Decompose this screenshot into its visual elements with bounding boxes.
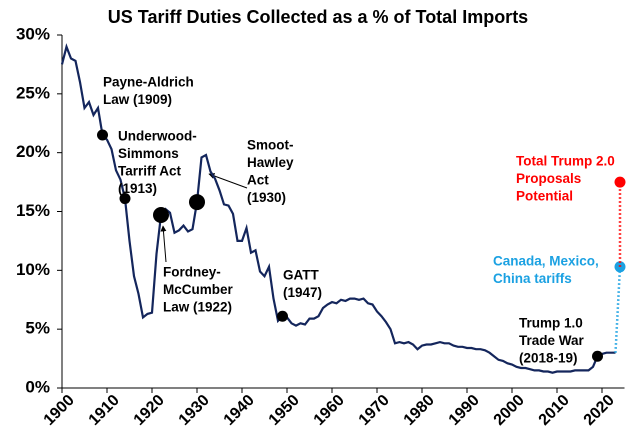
annotation-label: Tarriff Act bbox=[118, 164, 182, 179]
annotation-label: (1913) bbox=[118, 181, 157, 196]
projection-label: China tariffs bbox=[493, 271, 572, 286]
annotation-label: Trade War bbox=[519, 333, 585, 348]
annotation-label: (1930) bbox=[247, 190, 286, 205]
projection-line bbox=[614, 266, 622, 353]
projection-dot bbox=[614, 176, 626, 188]
y-tick-label: 15% bbox=[16, 201, 50, 220]
x-tick-label: 1950 bbox=[266, 392, 303, 429]
y-tick-label: 0% bbox=[25, 377, 50, 396]
x-tick-label: 2010 bbox=[536, 392, 573, 429]
annotation-dot bbox=[592, 350, 603, 362]
projection-label: Potential bbox=[516, 189, 573, 204]
y-tick-label: 20% bbox=[16, 142, 50, 161]
arrow bbox=[208, 173, 248, 189]
annotation-label: Underwood- bbox=[118, 129, 197, 144]
annotation-label: GATT bbox=[283, 268, 319, 283]
annotation-label: McCumber bbox=[163, 282, 234, 297]
chart-title: US Tariff Duties Collected as a % of Tot… bbox=[108, 7, 528, 27]
annotation-dot bbox=[97, 129, 108, 141]
projection-label: Canada, Mexico, bbox=[493, 254, 599, 269]
x-tick-label: 1910 bbox=[86, 392, 123, 429]
x-tick-label: 1960 bbox=[311, 392, 348, 429]
annotation-label: Simmons bbox=[118, 146, 179, 161]
projection-label: Proposals bbox=[516, 171, 581, 186]
x-tick-label: 1900 bbox=[41, 392, 78, 429]
annotation-label: Law (1922) bbox=[163, 300, 232, 315]
annotation-dot bbox=[277, 310, 288, 322]
projection-label: Total Trump 2.0 bbox=[516, 154, 615, 169]
arrow bbox=[160, 225, 167, 263]
annotation-label: (2018-19) bbox=[519, 351, 578, 366]
annotation-label: Smoot- bbox=[247, 138, 294, 153]
annotation-label: Act bbox=[247, 173, 269, 188]
annotation-dot bbox=[189, 194, 205, 211]
annotation-dot bbox=[119, 193, 131, 205]
annotation-label: (1947) bbox=[283, 285, 322, 300]
x-tick-label: 1980 bbox=[401, 392, 438, 429]
y-tick-label: 30% bbox=[16, 24, 50, 43]
x-tick-label: 1970 bbox=[356, 392, 393, 429]
data-line bbox=[60, 43, 616, 374]
x-tick-label: 1930 bbox=[176, 392, 213, 429]
annotation-dot bbox=[153, 207, 169, 224]
y-tick-label: 5% bbox=[25, 319, 50, 338]
y-tick-label: 10% bbox=[16, 260, 50, 279]
annotation-label: Hawley bbox=[247, 155, 294, 170]
annotation-label: Trump 1.0 bbox=[519, 316, 583, 331]
annotation-label: Fordney- bbox=[163, 265, 221, 280]
y-tick-label: 25% bbox=[16, 83, 50, 102]
x-tick-label: 1990 bbox=[446, 392, 483, 429]
x-tick-label: 2020 bbox=[581, 392, 618, 429]
x-tick-label: 1920 bbox=[131, 392, 168, 429]
x-tick-label: 1940 bbox=[221, 392, 258, 429]
x-tick-label: 2000 bbox=[491, 392, 528, 429]
annotation-label: Law (1909) bbox=[103, 92, 172, 107]
annotation-label: Payne-Aldrich bbox=[103, 75, 194, 90]
